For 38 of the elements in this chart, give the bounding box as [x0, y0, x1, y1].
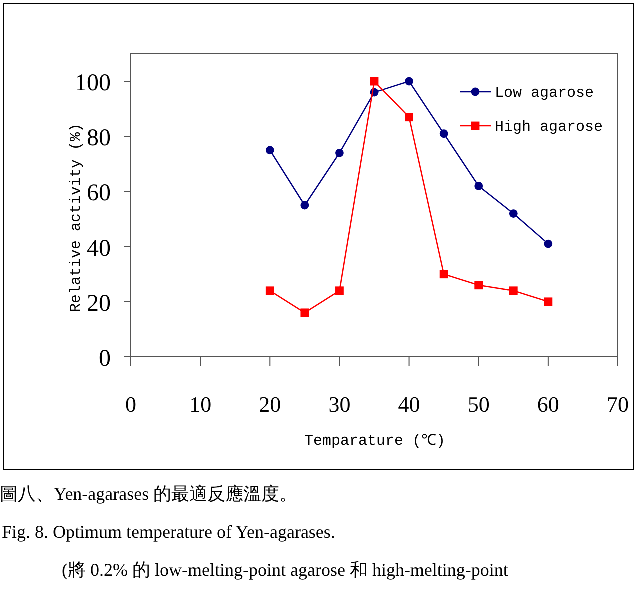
y-tick-label: 80 — [87, 126, 111, 152]
legend-label: High agarose — [495, 119, 604, 136]
x-tick-label: 40 — [398, 392, 420, 417]
point — [370, 77, 379, 86]
x-tick-label: 20 — [259, 392, 282, 417]
point — [336, 148, 344, 158]
point — [440, 270, 448, 279]
y-tick-label: 20 — [87, 290, 111, 317]
point — [544, 240, 553, 248]
y-axis-title: Relative activity (%) — [68, 123, 85, 313]
x-tick-label: 70 — [607, 392, 629, 417]
point — [266, 146, 274, 155]
point — [509, 210, 518, 218]
point — [405, 113, 414, 122]
caption: Fig. 8. Optimum temperature of Yen-agarases. — [2, 522, 336, 542]
y-tick-label: 0 — [99, 346, 111, 372]
y-tick-label: 60 — [87, 180, 111, 207]
point — [509, 286, 518, 296]
x-tick-label: 60 — [537, 392, 560, 417]
point — [474, 182, 484, 190]
x-tick-label: 0 — [126, 392, 136, 417]
x-tick-label: 50 — [468, 392, 490, 417]
y-tick-label: 40 — [87, 236, 111, 262]
x-axis-title: Temparature (℃) — [304, 433, 446, 450]
point — [405, 77, 414, 86]
point — [440, 130, 448, 138]
point — [474, 281, 484, 290]
text: 圖八、Yen-agarases 的最適反應溫度。 — [0, 484, 298, 504]
x-tick-label: 10 — [190, 392, 212, 417]
point — [266, 286, 274, 296]
point — [336, 286, 344, 296]
point — [300, 201, 310, 210]
legend-label: Low agarose — [495, 85, 594, 102]
point — [300, 308, 310, 318]
y-tick-label: 100 — [75, 70, 111, 97]
text: (將 0.2% 的 low-melting-point agarose 和 high-melting-point — [62, 560, 508, 580]
x-tick-label: 30 — [328, 392, 351, 417]
point — [544, 298, 553, 306]
